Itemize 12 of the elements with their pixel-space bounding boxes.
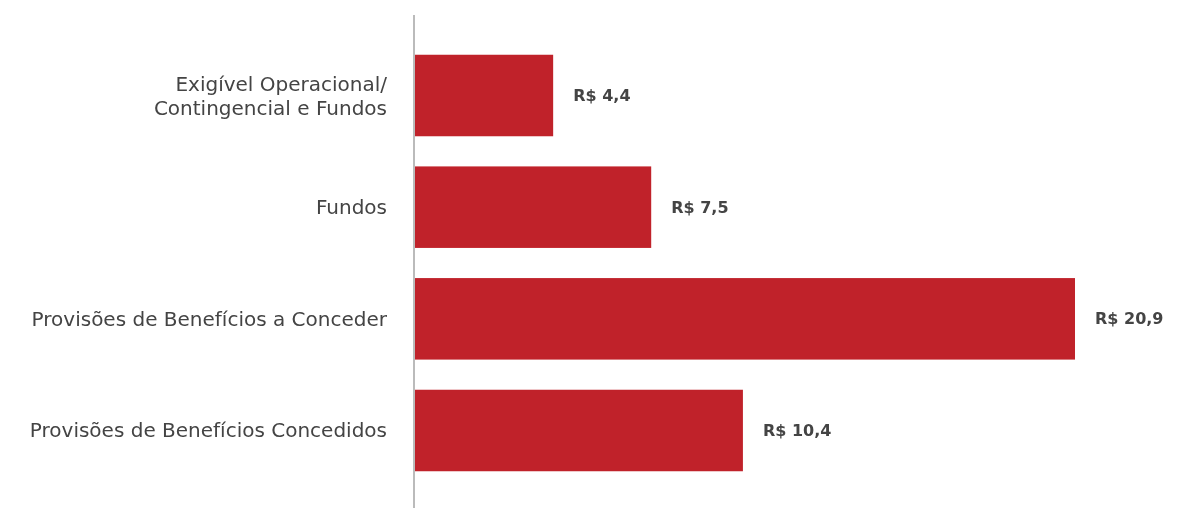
- data-label: R$ 7,5: [671, 197, 729, 217]
- y-tick-label: Provisões de Benefícios a Conceder: [31, 306, 388, 331]
- y-tick-label: Provisões de Benefícios Concedidos: [29, 418, 387, 443]
- bar: [414, 166, 652, 248]
- data-label: R$ 10,4: [762, 421, 832, 441]
- y-tick-label: Fundos: [315, 195, 387, 220]
- y-tick-label: Exigível Operacional/ Contingencial e Fundos: [153, 71, 388, 120]
- bar: [414, 278, 1075, 360]
- bar: [414, 389, 743, 472]
- data-label: R$ 20,9: [1095, 309, 1164, 329]
- data-label: R$ 4,4: [573, 86, 631, 106]
- bar: [414, 54, 554, 137]
